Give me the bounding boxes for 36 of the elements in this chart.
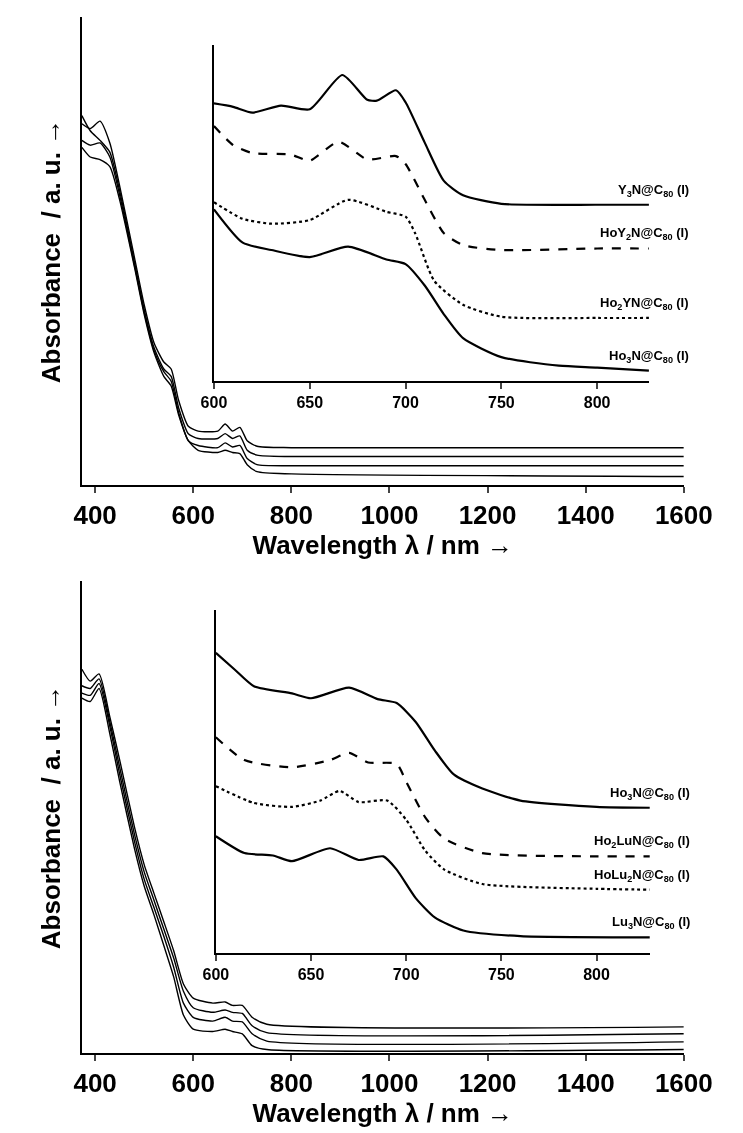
series-label: HoLu$_{2}$N@C$_{80}$ (I) xyxy=(594,867,690,884)
x-tick-label: 800 xyxy=(269,500,314,531)
x-tick-label: 700 xyxy=(392,394,419,412)
x-tick-label: 400 xyxy=(73,500,117,531)
x-tick-label: 750 xyxy=(488,394,515,412)
x-axis-title: Wavelength λ / nm → xyxy=(252,1098,514,1129)
x-tick-label: 600 xyxy=(171,500,215,531)
series-label: Ho$_{3}$N@C$_{80}$ (I) xyxy=(609,348,689,365)
x-tick-label: 600 xyxy=(202,966,230,984)
x-tick-label: 1400 xyxy=(556,500,615,531)
x-tick-label: 600 xyxy=(200,394,228,412)
series-label: Ho$_{2}$LuN@C$_{80}$ (I) xyxy=(594,833,690,850)
x-tick-label: 800 xyxy=(583,966,610,984)
y-axis-title: Absorbance / a. u. → xyxy=(35,684,66,950)
x-tick-label: 650 xyxy=(296,394,324,412)
series-label: Ho$_{2}$YN@C$_{80}$ (I) xyxy=(600,295,689,312)
x-tick-label: 1400 xyxy=(556,1068,615,1099)
series-label: HoY$_{2}$N@C$_{80}$ (I) xyxy=(600,225,689,242)
x-tick-label: 1000 xyxy=(360,1068,419,1099)
y-axis-title: Absorbance / a. u. → xyxy=(35,118,66,384)
x-tick-label: 700 xyxy=(392,966,420,984)
x-tick-label: 800 xyxy=(269,1068,314,1099)
x-tick-label: 1600 xyxy=(654,1068,713,1099)
x-tick-label: 1000 xyxy=(360,500,419,531)
series-label: Y$_{3}$N@C$_{80}$ (I) xyxy=(618,182,690,199)
x-tick-label: 800 xyxy=(583,394,611,412)
x-tick-label: 1200 xyxy=(458,1068,517,1099)
x-tick-label: 750 xyxy=(488,966,515,984)
x-tick-label: 1600 xyxy=(654,500,713,531)
x-tick-label: 400 xyxy=(73,1068,117,1099)
x-tick-label: 600 xyxy=(171,1068,215,1099)
x-tick-label: 1200 xyxy=(458,500,517,531)
x-axis-title: Wavelength λ / nm → xyxy=(252,530,514,561)
series-label: Lu$_{3}$N@C$_{80}$ (I) xyxy=(612,914,691,931)
x-tick-label: 650 xyxy=(297,966,325,984)
series-label: Ho$_{3}$N@C$_{80}$ (I) xyxy=(610,785,690,802)
